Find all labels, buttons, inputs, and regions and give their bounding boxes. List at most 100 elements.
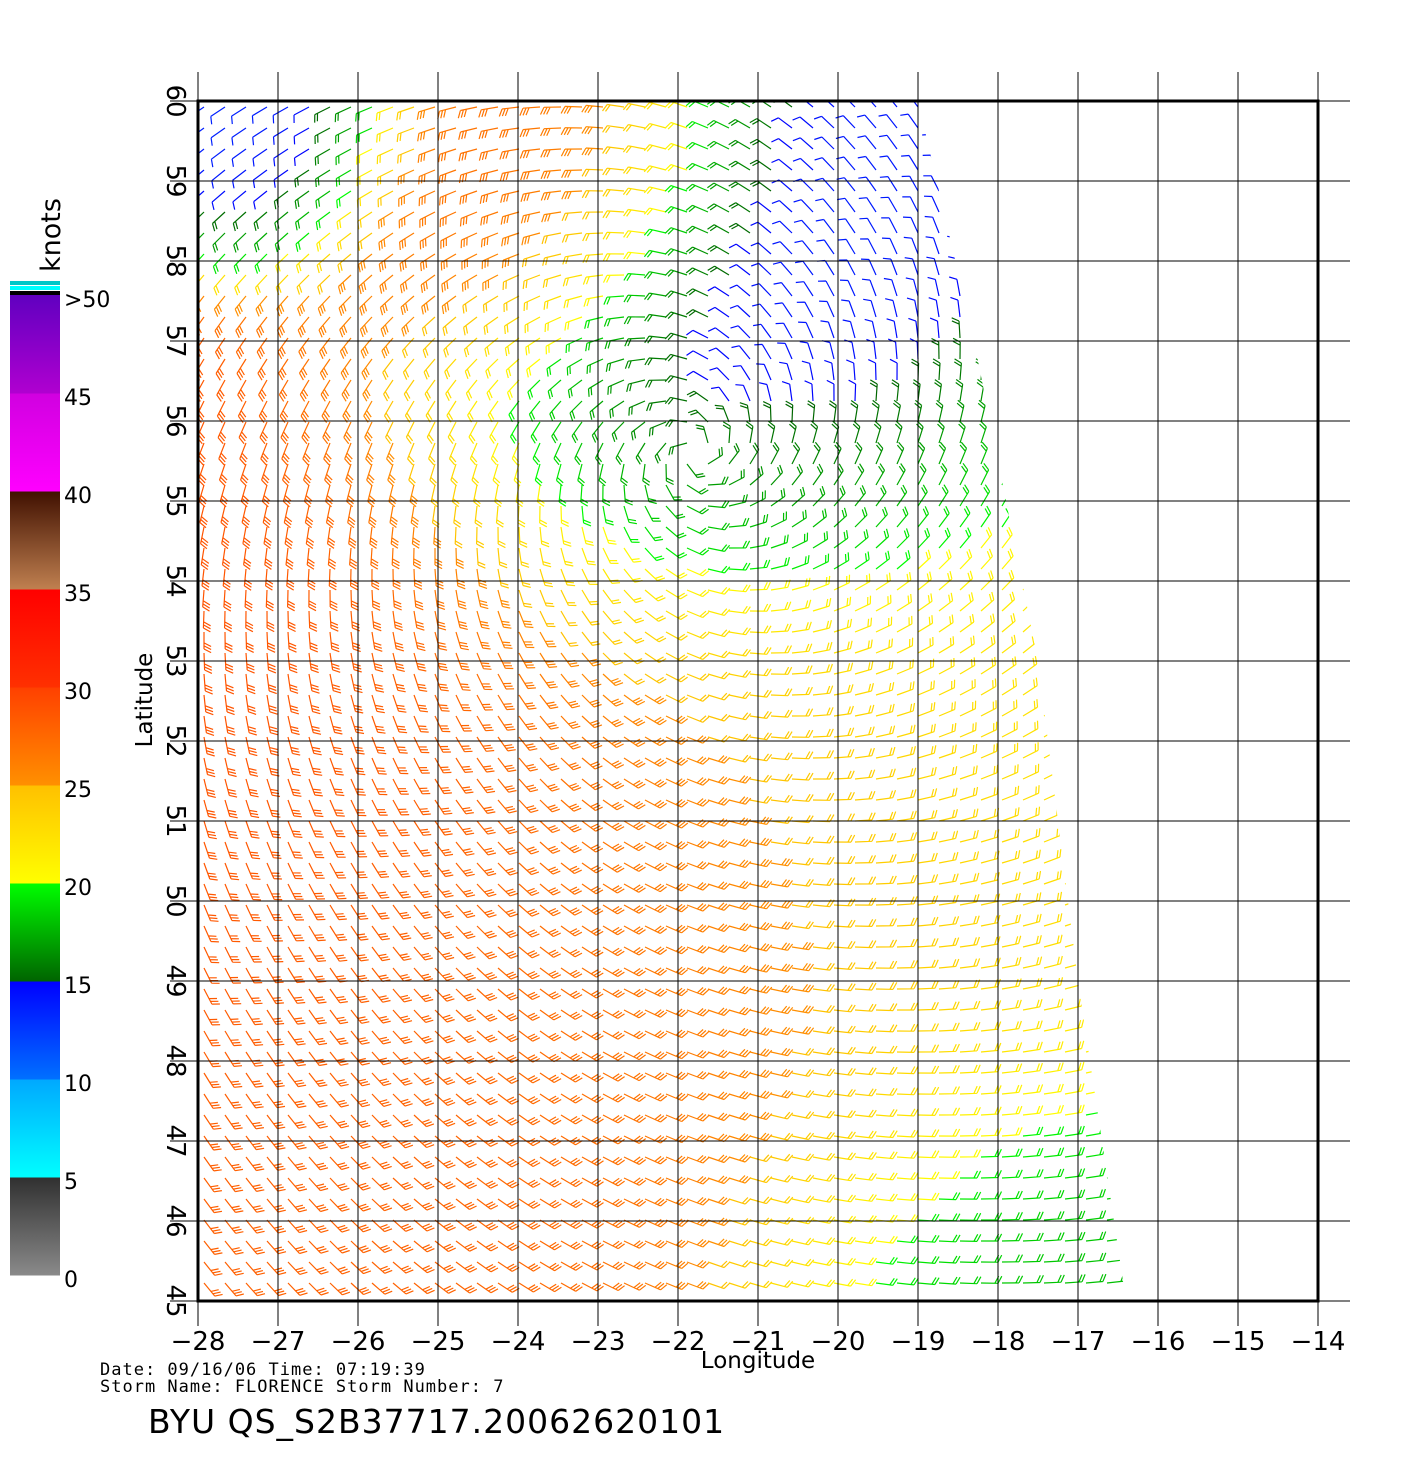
wind-barb [1254,1080,1271,1094]
wind-barb [434,610,447,631]
wind-barb [1128,698,1141,716]
wind-barb [1287,150,1296,170]
wind-barb [1296,781,1309,800]
wind-barb [875,789,897,801]
wind-barb [643,271,667,279]
wind-barb [603,316,625,327]
wind-barb [584,316,604,329]
wind-barb [938,484,949,507]
wind-barb [810,420,819,444]
wind-barb [902,216,919,234]
wind-barb [1191,846,1206,863]
wind-barb [1209,379,1216,401]
wind-barb [413,946,433,961]
wind-barb [203,904,219,922]
wind-barb [1307,108,1317,128]
wind-barb [1254,696,1266,716]
wind-barb [287,673,299,694]
wind-barb [350,1177,371,1191]
wind-barb [255,295,268,317]
wind-barb [1224,192,1233,212]
wind-barb [770,731,793,739]
wind-barb [329,673,342,694]
wind-barb [1191,996,1208,1010]
wind-barb [1170,654,1182,674]
wind-barb [479,169,499,183]
wind-barb [707,265,730,276]
wind-barb [518,526,528,548]
wind-barb [434,1030,455,1044]
wind-barb [686,673,710,681]
wind-barb [812,597,832,612]
wind-barb [547,379,562,400]
wind-barb [644,1260,668,1270]
wind-barb [602,484,611,507]
wind-barb [203,1135,222,1151]
wind-barb [938,873,959,885]
wind-barb [203,1030,221,1047]
wind-barb [1118,212,1126,234]
wind-barb [1191,1102,1209,1115]
wind-barb [980,957,1001,969]
wind-barb [707,944,731,953]
wind-barb [770,1005,794,1015]
wind-barb [1205,254,1212,275]
wind-barb [791,729,814,738]
wind-barb [707,692,731,701]
wind-barb [1001,1020,1022,1032]
wind-barb [335,148,352,166]
wind-barb [854,1088,877,1097]
wind-barb [1191,548,1200,569]
wind-barb [833,962,856,970]
wind-barb [686,1259,710,1269]
wind-barb [770,1238,794,1246]
wind-barb [266,967,284,984]
wind-barb [434,568,444,590]
wind-barb [707,671,731,680]
wind-barb [1317,1270,1335,1283]
wind-barb [1043,634,1058,654]
wind-barb [266,610,275,633]
wind-barb [1094,151,1108,171]
wind-barb [1212,1038,1229,1052]
wind-barb [1072,130,1087,150]
wind-barb [350,883,368,900]
wind-barb [210,148,226,168]
wind-barb [476,547,486,569]
wind-barb [686,903,710,912]
wind-barb [833,1046,856,1055]
wind-barb [308,820,324,838]
wind-barb [497,631,513,649]
wind-barb [728,1027,752,1037]
wind-barb [287,862,304,880]
wind-barb [560,778,582,791]
wind-barb [1254,846,1268,863]
wind-barb [1128,1188,1147,1199]
wind-barb [455,1093,477,1106]
wind-barb [707,306,730,318]
wind-barb [266,799,281,818]
wind-barb [1043,741,1060,759]
wind-barb [770,1196,794,1204]
wind-barb [1064,633,1079,654]
wind-barb [1248,254,1255,275]
wind-barb [266,1156,286,1171]
wind-barb [749,732,772,741]
wind-barb [791,464,804,486]
wind-barb [1170,1273,1189,1284]
wind-barb [200,526,209,550]
wind-barb [350,904,369,920]
wind-barb [461,274,478,292]
wind-barb [350,988,370,1004]
wind-barb [1170,825,1185,842]
wind-barb [707,1133,731,1143]
wind-barb [916,420,924,444]
wind-barb [917,1234,940,1243]
wind-barb [434,1051,456,1065]
wind-barb [1233,1187,1251,1199]
wind-barb [896,789,917,801]
wind-barb [1149,484,1157,506]
wind-barb [434,1093,456,1106]
wind-barb [1170,847,1185,863]
wind-barb [1001,1212,1023,1221]
